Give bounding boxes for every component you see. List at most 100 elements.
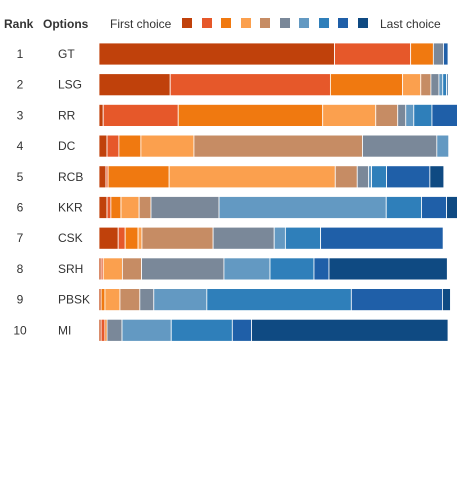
bar-segment <box>139 288 155 312</box>
bar-segment <box>102 104 179 127</box>
bar-segment <box>98 42 335 66</box>
legend-swatch <box>357 18 368 28</box>
legend-swatch <box>260 18 270 28</box>
bar-segment <box>405 104 415 127</box>
bar-segment <box>329 73 404 97</box>
rank-label: 2 <box>17 78 24 92</box>
bar-segment <box>410 42 434 66</box>
bar-segment <box>110 196 122 219</box>
bar-segment <box>102 257 123 281</box>
bar-segment <box>168 165 336 189</box>
bar-segment <box>430 73 440 97</box>
legend-swatch <box>182 18 192 28</box>
option-label: DC <box>58 139 76 153</box>
bar-segment <box>443 42 449 66</box>
rank-label: 6 <box>17 201 24 215</box>
legend-swatch <box>240 18 251 28</box>
bar-segment <box>375 104 399 127</box>
bar-segment <box>432 42 444 66</box>
bar-segment <box>177 104 324 127</box>
bar-segment <box>420 73 432 97</box>
bar-segment <box>120 196 140 219</box>
bar-segment <box>231 318 252 342</box>
bar-segment <box>334 42 412 66</box>
bar-segment <box>251 318 449 342</box>
rank-label: 5 <box>17 170 24 184</box>
bar-segment <box>421 196 448 219</box>
bar-segment <box>169 73 331 97</box>
bar-segment <box>106 134 120 158</box>
bar-segment <box>138 196 152 219</box>
option-label: RCB <box>58 170 83 184</box>
bar-segment <box>150 196 220 219</box>
bar-segment <box>356 165 369 189</box>
bar-segment <box>362 134 438 158</box>
bar-segment <box>385 196 422 219</box>
bar-segment <box>442 73 448 97</box>
bar-segment <box>107 165 170 189</box>
option-label: KKR <box>58 201 83 215</box>
bar-segment <box>402 73 422 97</box>
bar-segment <box>98 104 104 127</box>
bar-segment <box>436 134 450 158</box>
option-label: MI <box>58 323 71 337</box>
bar-segment <box>118 134 142 158</box>
legend-swatch <box>279 18 290 28</box>
bar-segment <box>98 73 171 97</box>
rank-label: 7 <box>17 231 24 245</box>
bar-segment <box>141 257 225 281</box>
bar-segment <box>413 104 433 127</box>
option-label: RR <box>58 108 76 122</box>
bar-segment <box>98 196 108 219</box>
option-label: GT <box>58 47 75 61</box>
legend-swatch <box>318 18 329 28</box>
bar-segment <box>322 104 377 127</box>
bar-segment <box>334 165 358 189</box>
bar-segment <box>328 257 448 281</box>
option-label: PBSK <box>58 293 90 307</box>
bars <box>98 42 457 342</box>
bar-segment <box>284 226 322 250</box>
bar-segment <box>140 134 195 158</box>
bar-segment <box>446 73 449 97</box>
options-header: Options <box>43 17 89 31</box>
option-label: SRH <box>58 262 83 276</box>
bar-segment <box>104 288 121 312</box>
bar-segment <box>273 226 286 250</box>
legend-last-choice-label: Last choice <box>380 17 441 31</box>
rank-header: Rank <box>4 17 34 31</box>
bar-segment <box>431 104 457 127</box>
legend-first-choice-label: First choice <box>110 17 172 31</box>
bar-segment <box>368 165 372 189</box>
bar-segment <box>137 226 143 250</box>
bar-segment <box>124 226 139 250</box>
bar-segment <box>98 226 119 250</box>
bar-segment <box>442 288 451 312</box>
legend-swatch <box>338 18 348 28</box>
bar-segment <box>100 318 106 342</box>
bar-segment <box>98 165 107 189</box>
bar-segment <box>350 288 443 312</box>
bar-segment <box>106 196 112 219</box>
bar-segment <box>429 165 445 189</box>
rank-label: 4 <box>17 139 24 153</box>
bar-segment <box>269 257 315 281</box>
bar-segment <box>117 226 126 250</box>
bar-segment <box>141 226 214 250</box>
bar-segment <box>438 73 444 97</box>
legend-swatch <box>299 18 309 28</box>
bar-segment <box>218 196 387 219</box>
option-labels: GT LSG RR DC RCB KKR CSK SRH PBSK MI <box>58 47 90 337</box>
rank-label: 1 <box>17 47 24 61</box>
legend-swatch <box>201 18 212 28</box>
option-label: LSG <box>58 78 82 92</box>
bar-segment <box>397 104 407 127</box>
bar-segment <box>223 257 271 281</box>
bar-segment <box>106 318 123 342</box>
bar-segment <box>119 288 141 312</box>
bar-segment <box>121 318 172 342</box>
bar-segment <box>313 257 330 281</box>
bar-segment <box>121 257 142 281</box>
bar-segment <box>386 165 431 189</box>
